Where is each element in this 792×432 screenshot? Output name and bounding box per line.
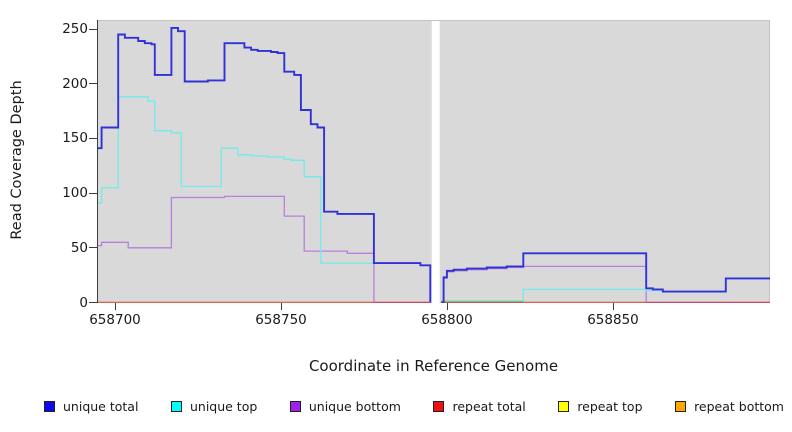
legend-item-unique-bottom: unique bottom: [289, 399, 401, 414]
legend-item-repeat-bottom: repeat bottom: [675, 399, 784, 414]
x-tick-label: 658800: [421, 312, 473, 328]
x-tick-mark: [613, 303, 614, 310]
y-tick-mark: [89, 138, 97, 139]
y-tick-mark: [89, 83, 97, 84]
legend-swatch-icon: [433, 401, 445, 412]
legend-label: unique top: [189, 399, 258, 414]
legend-item-unique-total: unique total: [44, 399, 138, 414]
series-unique-bottom: [97, 195, 431, 303]
legend-swatch-icon: [44, 401, 55, 412]
legend-item-repeat-total: repeat total: [433, 399, 526, 414]
y-tick-mark: [89, 193, 97, 194]
series-unique-total: [97, 26, 432, 303]
x-tick-mark: [281, 303, 282, 310]
y-tick-label: 100: [62, 185, 88, 201]
no-data-gap: [431, 20, 440, 303]
x-tick-label: 658850: [587, 312, 639, 328]
legend-swatch-icon: [289, 401, 301, 412]
y-axis-title: Read Coverage Depth: [9, 80, 25, 240]
legend-item-unique-top: unique top: [170, 399, 258, 414]
y-tick-label: 200: [62, 76, 88, 92]
y-tick-mark: [89, 29, 97, 30]
series-unique-top: [97, 96, 431, 303]
y-tick-label: 250: [62, 21, 88, 37]
legend-item-repeat-top: repeat top: [558, 399, 643, 414]
legend: unique total unique top unique bottom repea…: [44, 399, 788, 414]
coverage-plot: [97, 20, 770, 303]
y-tick-mark: [89, 247, 97, 248]
legend-swatch-icon: [675, 401, 687, 412]
series-unique-total: [441, 252, 770, 303]
legend-label: repeat total: [452, 399, 526, 414]
series-unique-bottom: [441, 265, 770, 303]
y-tick-mark: [89, 302, 97, 303]
legend-swatch-icon: [558, 401, 570, 412]
y-tick-label: 150: [62, 130, 88, 146]
x-axis-title: Coordinate in Reference Genome: [308, 357, 559, 375]
x-tick-label: 658750: [255, 312, 307, 328]
x-tick-mark: [115, 303, 116, 310]
x-tick-label: 658700: [89, 312, 141, 328]
y-tick-label: 0: [79, 295, 88, 311]
x-tick-mark: [447, 303, 448, 310]
legend-label: repeat bottom: [694, 399, 784, 414]
legend-label: repeat top: [577, 399, 643, 414]
legend-swatch-icon: [170, 401, 182, 412]
legend-label: unique bottom: [308, 399, 401, 414]
y-tick-label: 50: [70, 240, 88, 256]
legend-label: unique total: [63, 399, 139, 414]
